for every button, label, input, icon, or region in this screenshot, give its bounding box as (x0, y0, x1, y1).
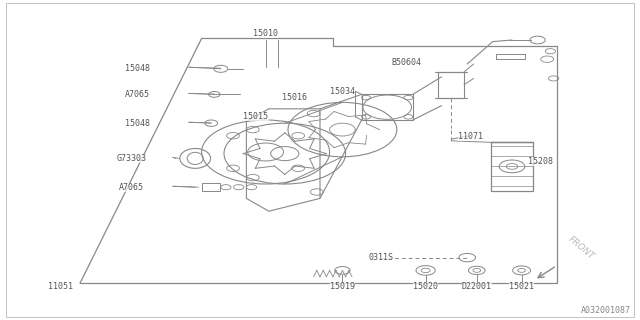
Text: B50604: B50604 (392, 58, 421, 67)
Text: 0311S: 0311S (368, 253, 394, 262)
Text: 15048: 15048 (125, 119, 150, 128)
Text: 15208: 15208 (528, 157, 554, 166)
Text: 15048: 15048 (125, 64, 150, 73)
Text: A7065: A7065 (125, 90, 150, 99)
Text: 15015: 15015 (243, 112, 269, 121)
Text: 15020: 15020 (413, 282, 438, 291)
Text: A7065: A7065 (118, 183, 144, 192)
Text: FRONT: FRONT (566, 235, 596, 261)
Text: 11051: 11051 (48, 282, 74, 291)
Text: 11071: 11071 (458, 132, 483, 140)
Text: 15021: 15021 (509, 282, 534, 291)
Bar (202, 183, 220, 191)
Text: D22001: D22001 (462, 282, 492, 291)
Text: 15034: 15034 (330, 87, 355, 96)
Text: 15010: 15010 (253, 29, 278, 38)
Text: 15016: 15016 (282, 93, 307, 102)
Text: A032001087: A032001087 (580, 306, 630, 315)
Text: 15019: 15019 (330, 282, 355, 291)
Text: G73303: G73303 (116, 154, 146, 163)
